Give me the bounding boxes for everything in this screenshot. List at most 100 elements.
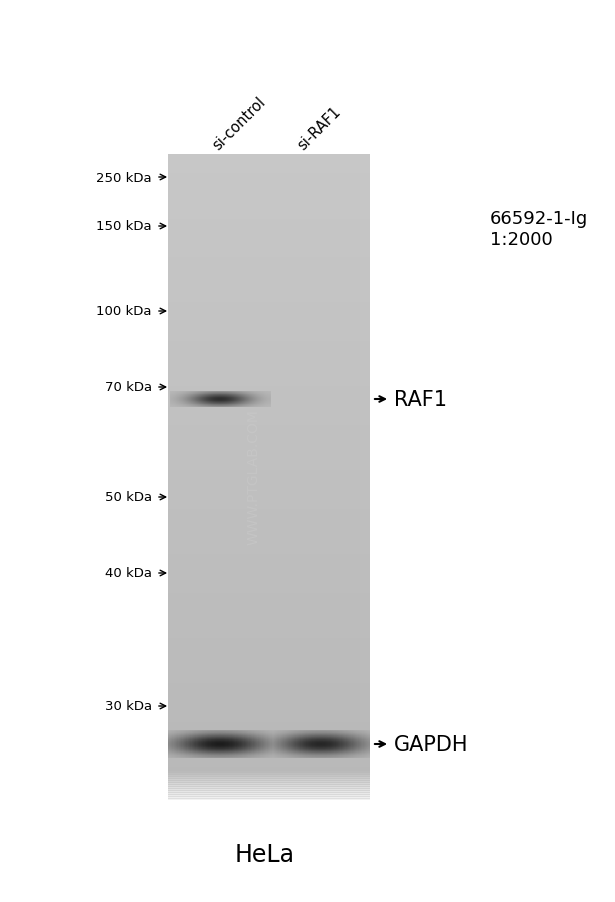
Bar — [168, 322, 370, 330]
Bar — [168, 728, 370, 736]
Bar — [168, 207, 370, 214]
Bar — [168, 799, 370, 802]
Bar — [168, 797, 370, 800]
Bar — [168, 670, 370, 677]
Bar — [168, 780, 370, 787]
Bar — [168, 180, 370, 188]
Bar — [168, 387, 370, 394]
Text: 70 kDa: 70 kDa — [105, 381, 152, 394]
Bar — [168, 161, 370, 169]
Bar — [168, 696, 370, 704]
Bar — [168, 187, 370, 195]
Bar — [168, 155, 370, 162]
Bar — [168, 194, 370, 201]
Bar — [168, 703, 370, 710]
Bar — [168, 567, 370, 575]
Bar — [168, 232, 370, 240]
Bar — [168, 690, 370, 697]
Bar — [168, 760, 370, 768]
Bar — [168, 606, 370, 613]
Bar — [168, 457, 370, 465]
Bar — [168, 367, 370, 375]
Bar — [168, 354, 370, 362]
Bar — [168, 664, 370, 671]
Bar — [168, 561, 370, 568]
Bar — [168, 490, 370, 497]
Bar — [168, 451, 370, 458]
Bar — [168, 496, 370, 503]
Bar — [168, 735, 370, 742]
Bar — [168, 676, 370, 684]
Bar — [168, 374, 370, 382]
Bar — [168, 316, 370, 323]
Bar — [168, 516, 370, 523]
Bar — [168, 535, 370, 542]
Text: HeLa: HeLa — [235, 842, 295, 866]
Bar — [168, 771, 370, 774]
Bar — [168, 271, 370, 278]
Bar — [168, 748, 370, 755]
Bar — [168, 412, 370, 420]
Bar — [168, 432, 370, 439]
Bar — [168, 381, 370, 388]
Bar — [168, 783, 370, 787]
Bar — [168, 426, 370, 433]
Bar — [168, 277, 370, 285]
Bar — [168, 471, 370, 478]
Bar — [168, 529, 370, 536]
Bar — [168, 226, 370, 233]
Bar — [168, 580, 370, 587]
Text: 250 kDa: 250 kDa — [97, 171, 152, 184]
Bar — [168, 200, 370, 207]
Bar — [168, 773, 370, 776]
Bar — [168, 796, 370, 798]
Bar — [168, 348, 370, 355]
Bar — [168, 715, 370, 723]
Text: si-RAF1: si-RAF1 — [295, 104, 343, 152]
Bar — [168, 586, 370, 594]
Bar — [168, 393, 370, 400]
Bar — [168, 168, 370, 175]
Bar — [168, 722, 370, 729]
Bar — [168, 741, 370, 749]
Text: 100 kDa: 100 kDa — [97, 305, 152, 318]
Bar — [168, 239, 370, 246]
Bar — [168, 785, 370, 788]
Bar — [168, 219, 370, 226]
Bar — [168, 297, 370, 304]
Bar — [168, 400, 370, 407]
Bar — [168, 548, 370, 556]
Text: RAF1: RAF1 — [394, 390, 447, 410]
Bar — [168, 510, 370, 517]
Bar — [168, 522, 370, 529]
Bar — [168, 438, 370, 446]
Bar — [168, 775, 370, 778]
Bar — [168, 245, 370, 253]
Bar — [168, 631, 370, 639]
Text: 40 kDa: 40 kDa — [105, 566, 152, 580]
Bar — [168, 361, 370, 368]
Bar — [168, 658, 370, 665]
Bar — [168, 787, 370, 790]
Bar — [168, 754, 370, 761]
Bar — [168, 329, 370, 336]
Bar — [168, 303, 370, 310]
Bar — [168, 600, 370, 607]
Bar — [168, 483, 370, 491]
Bar — [168, 778, 370, 780]
Text: 150 kDa: 150 kDa — [97, 220, 152, 234]
Bar — [168, 174, 370, 181]
Bar — [168, 541, 370, 548]
Bar — [168, 625, 370, 632]
Bar — [168, 336, 370, 343]
Bar — [168, 555, 370, 562]
Bar — [168, 213, 370, 220]
Bar — [168, 787, 370, 794]
Bar — [168, 502, 370, 511]
Bar — [168, 419, 370, 427]
Bar — [168, 574, 370, 581]
Bar — [168, 781, 370, 784]
Bar — [168, 793, 370, 800]
Bar — [168, 252, 370, 259]
Text: GAPDH: GAPDH — [394, 734, 469, 754]
